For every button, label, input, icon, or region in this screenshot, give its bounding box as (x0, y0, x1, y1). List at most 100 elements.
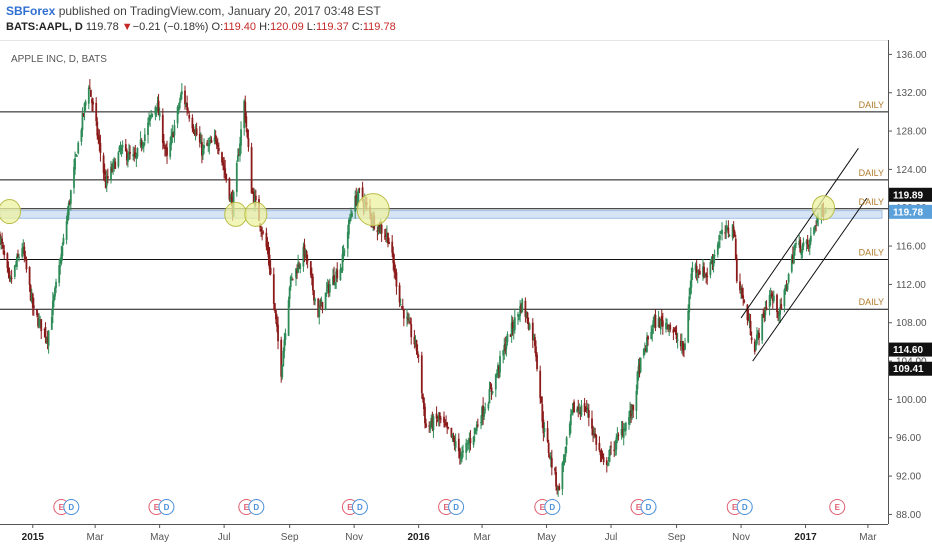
price-change: −0.21 (−0.18%) (132, 21, 209, 33)
candle-body (155, 107, 158, 110)
candle-body (482, 405, 485, 417)
highlight-circle[interactable] (812, 195, 836, 221)
dividend-event-icon[interactable] (736, 499, 753, 515)
candle-body (561, 463, 564, 490)
candle-body (318, 306, 321, 318)
candle-body (785, 287, 788, 289)
trend-channel-line[interactable] (752, 197, 868, 362)
candle-body (795, 242, 797, 245)
candle-body (725, 225, 728, 233)
candle-body (635, 390, 638, 411)
candle-body (170, 135, 173, 145)
candle-body (173, 125, 176, 136)
candle-body (253, 196, 256, 206)
plot-area[interactable] (0, 40, 888, 524)
candle-body (536, 354, 538, 370)
candle-body (600, 452, 603, 457)
candle-body (36, 309, 38, 316)
candle-body (132, 154, 135, 157)
trend-channel-line[interactable] (740, 148, 859, 319)
candle-body (631, 404, 634, 415)
candle-body (198, 133, 201, 143)
candle-body (517, 314, 519, 317)
candle-body (188, 114, 191, 119)
candle-body (281, 365, 284, 378)
earnings-event-icon[interactable] (829, 499, 846, 515)
candle-body (206, 142, 209, 146)
candle-body (240, 129, 242, 146)
candle-body (526, 312, 529, 323)
candle-body (728, 235, 731, 236)
candle-body (341, 253, 344, 271)
candle-body (697, 271, 700, 273)
candle-body (583, 403, 586, 413)
candle-body (661, 320, 664, 327)
dividend-event-icon[interactable] (158, 499, 175, 515)
candle-body (554, 468, 556, 471)
candle-body (814, 225, 816, 230)
candle-body (800, 251, 803, 256)
candle-body (765, 307, 768, 310)
candle-body (409, 321, 412, 325)
symbol-label[interactable]: BATS:AAPL, D (6, 21, 83, 33)
publisher-name[interactable]: SBForex (6, 4, 56, 18)
candle-body (446, 422, 449, 428)
dividend-event-icon[interactable] (248, 499, 265, 515)
candle-body (141, 144, 144, 148)
candle-body (388, 241, 390, 245)
candle-body (302, 246, 305, 267)
price-tag (889, 361, 932, 376)
candle-body (592, 429, 594, 435)
candle-body (117, 152, 120, 167)
candle-body (380, 224, 383, 234)
candle-body (639, 357, 642, 372)
price-tag (889, 187, 932, 202)
earnings-event-label: E (835, 503, 841, 512)
candle-body (675, 333, 678, 340)
candle-body (778, 313, 781, 317)
dividend-event-icon[interactable] (448, 499, 465, 515)
low-label: L: (306, 21, 316, 33)
candle-body (351, 212, 353, 217)
candle-body (243, 100, 246, 129)
candle-body (520, 304, 523, 313)
candle-body (491, 391, 494, 393)
candle-body (246, 129, 249, 138)
candle-body (694, 264, 697, 271)
candle-body (326, 283, 329, 289)
highlight-circle[interactable] (356, 193, 390, 227)
dividend-event-icon[interactable] (63, 499, 80, 515)
candle-body (688, 296, 691, 313)
candle-body (415, 340, 418, 351)
candle-body (731, 224, 734, 238)
highlight-circle[interactable] (224, 201, 248, 227)
dividend-event-label: D (549, 503, 555, 512)
candle-body (497, 365, 499, 375)
candle-body (423, 397, 425, 410)
candle-body (510, 322, 513, 335)
candle-body (158, 112, 161, 117)
candle-body (615, 437, 618, 450)
candle-body (16, 256, 18, 267)
dividend-event-icon[interactable] (640, 499, 657, 515)
highlight-circle[interactable] (0, 199, 22, 225)
candle-body (458, 448, 461, 458)
candle-body (287, 300, 290, 336)
candle-body (23, 246, 26, 257)
candle-body (106, 176, 109, 179)
dividend-event-icon[interactable] (351, 499, 368, 515)
candle-body (691, 267, 694, 273)
candle-body (564, 446, 567, 457)
candle-body (127, 158, 129, 163)
candle-body (347, 219, 350, 235)
highlight-circle[interactable] (244, 201, 268, 227)
dividend-event-icon[interactable] (544, 499, 561, 515)
close-value: 119.78 (362, 21, 396, 33)
candle-body (669, 324, 672, 330)
candle-body (8, 271, 11, 279)
candle-body (2, 245, 5, 249)
candle-body (676, 339, 679, 341)
candle-body (247, 138, 250, 148)
candle-body (221, 152, 223, 163)
